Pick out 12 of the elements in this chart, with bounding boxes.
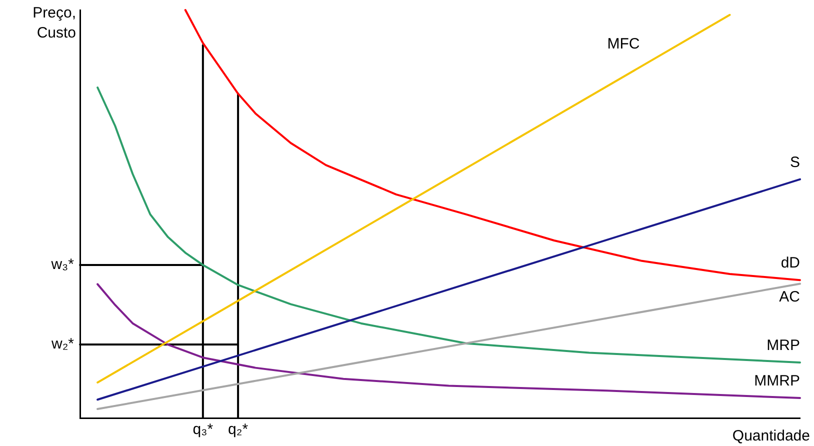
series-label: S (790, 154, 800, 171)
series-label: MRP (766, 337, 800, 354)
x-axis-title: Quantidade (732, 428, 810, 445)
y-axis-title: Preço, Custo (32, 4, 76, 42)
series-label: AC (779, 288, 800, 306)
series-label: MFC (607, 36, 640, 53)
series-label: dD (780, 254, 800, 272)
x-tick-label: q₂* (228, 421, 248, 438)
series-label: w₃* (50, 256, 74, 274)
x-tick-label: q₃* (192, 421, 214, 438)
series-label: MMRP (754, 372, 800, 390)
series-label: w₂* (50, 336, 74, 353)
